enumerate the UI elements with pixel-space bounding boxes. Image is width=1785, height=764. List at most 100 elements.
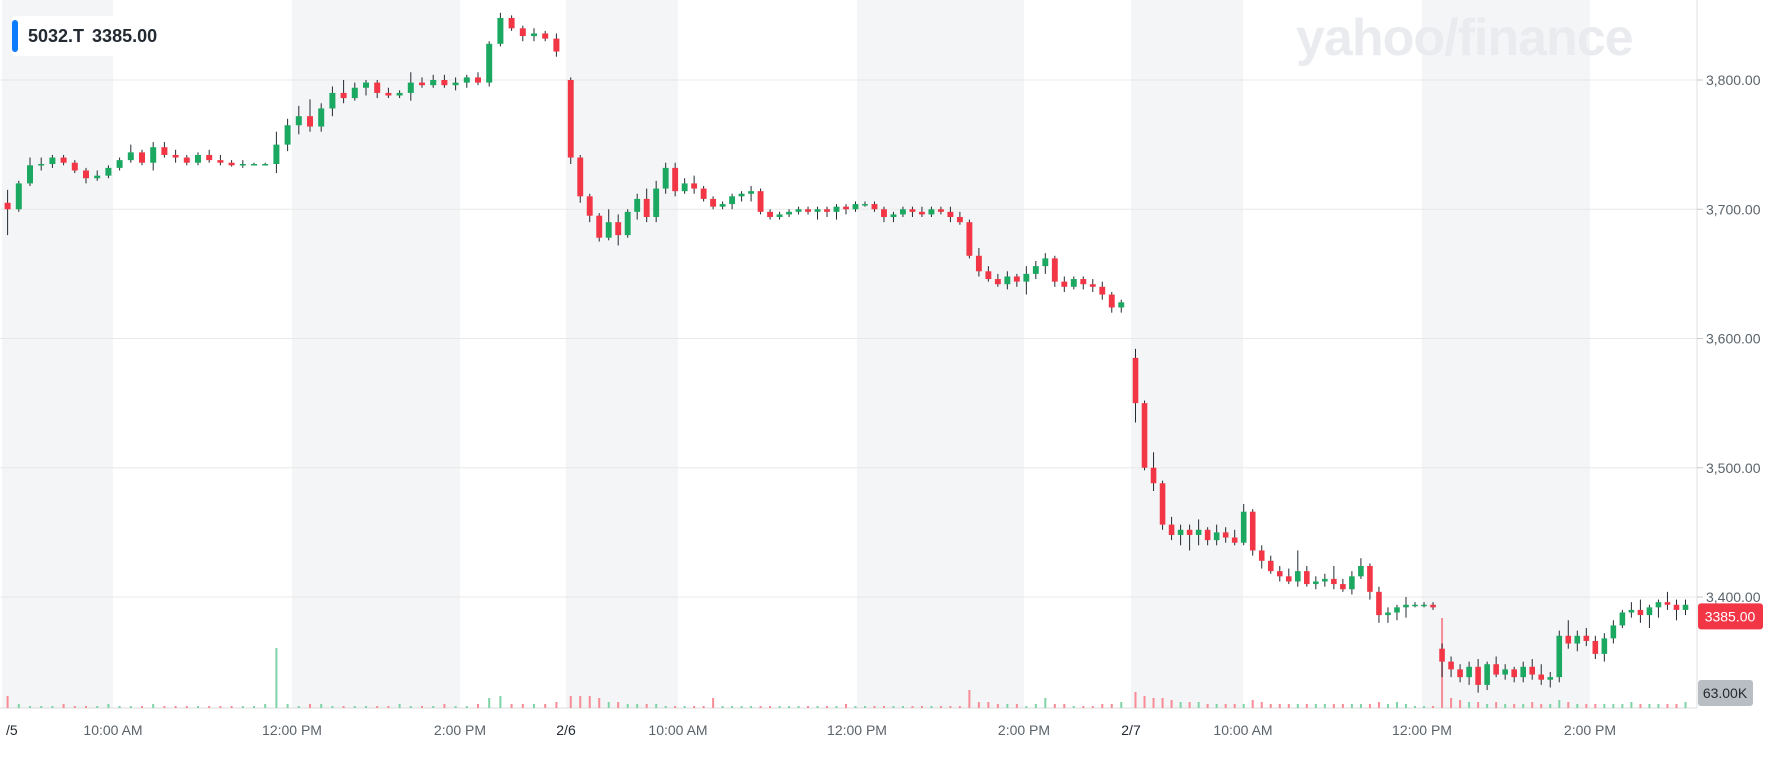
candle[interactable] [1412,602,1418,608]
candle[interactable] [1385,607,1391,623]
candle[interactable] [374,80,381,99]
candle[interactable] [634,193,641,220]
candle[interactable] [15,180,22,212]
candle[interactable] [975,248,982,277]
candle[interactable] [947,206,954,223]
candle[interactable] [795,206,802,215]
candle[interactable] [295,105,302,135]
candle[interactable] [1421,602,1427,608]
candle[interactable] [49,154,56,168]
candle[interactable] [195,152,201,166]
candle[interactable] [1159,480,1166,530]
candle[interactable] [1118,299,1125,313]
candles[interactable] [4,12,1689,693]
candle[interactable] [1376,586,1382,623]
candle[interactable] [1267,555,1274,574]
candle[interactable] [833,204,840,220]
candle[interactable] [1574,630,1581,652]
candle[interactable] [127,144,134,163]
candle[interactable] [710,196,717,210]
candle[interactable] [1457,664,1463,683]
candle[interactable] [239,160,246,168]
candle[interactable] [748,185,755,202]
candle[interactable] [653,180,660,223]
candle[interactable] [1592,635,1599,660]
candle[interactable] [228,160,235,167]
candle[interactable] [805,206,811,215]
candle[interactable] [363,80,369,96]
candle[interactable] [871,201,878,212]
candle[interactable] [824,206,830,218]
candle[interactable] [1565,620,1572,649]
candle[interactable] [1304,565,1310,587]
candle[interactable] [105,165,112,179]
candle[interactable] [1204,527,1211,546]
candle[interactable] [757,188,764,215]
candle[interactable] [1070,276,1077,290]
candle[interactable] [1061,276,1068,292]
candle[interactable] [1520,661,1526,683]
candle[interactable] [542,30,549,42]
candle[interactable] [553,33,560,57]
candle[interactable] [1583,628,1590,647]
candle[interactable] [1042,253,1049,274]
candle[interactable] [890,211,897,223]
candle[interactable] [27,157,33,186]
candle[interactable] [729,193,736,210]
candle[interactable] [1610,620,1617,644]
candle[interactable] [94,170,101,181]
candle[interactable] [83,167,89,184]
candle[interactable] [1240,503,1247,546]
candle[interactable] [273,131,280,174]
candle[interactable] [71,160,78,174]
candle[interactable] [1358,558,1364,579]
candle[interactable] [577,154,584,203]
candle[interactable] [519,25,526,42]
candle[interactable] [452,77,459,91]
candle[interactable] [1466,661,1472,685]
candle[interactable] [1258,545,1265,569]
candle[interactable] [776,211,783,220]
candle[interactable] [918,206,925,218]
candle[interactable] [1099,281,1106,300]
candle[interactable] [139,149,145,166]
candle[interactable] [928,206,935,218]
candle[interactable] [624,209,631,238]
candle[interactable] [719,201,726,210]
candle[interactable] [586,193,593,223]
candle[interactable] [985,266,992,282]
candle[interactable] [1367,563,1373,600]
candle[interactable] [596,213,603,242]
candle[interactable] [486,41,493,87]
candle[interactable] [767,209,774,220]
candle[interactable] [1601,633,1608,662]
candle[interactable] [738,191,745,202]
candle[interactable] [1032,260,1039,280]
candle[interactable] [1222,527,1229,543]
candle[interactable] [396,90,403,99]
candle[interactable] [1394,604,1400,621]
candle[interactable] [1089,279,1096,292]
candle[interactable] [475,72,481,86]
candle[interactable] [1231,529,1238,546]
candle[interactable] [217,154,224,166]
candle[interactable] [1150,452,1157,492]
candle[interactable] [615,214,622,246]
candle[interactable] [1673,599,1680,621]
candle[interactable] [1646,604,1653,629]
candle[interactable] [38,157,45,171]
candle[interactable] [385,87,392,99]
candle[interactable] [116,157,123,171]
candle[interactable] [1547,671,1554,688]
candle[interactable] [1132,348,1139,423]
candle[interactable] [508,15,515,31]
candle[interactable] [1529,659,1536,680]
candle[interactable] [909,206,916,218]
candle[interactable] [497,12,504,47]
candle[interactable] [307,99,313,132]
candle[interactable] [1023,266,1030,295]
candle[interactable] [1195,519,1202,546]
candle[interactable] [786,209,792,218]
candle[interactable] [1637,599,1644,623]
candle[interactable] [183,154,190,166]
